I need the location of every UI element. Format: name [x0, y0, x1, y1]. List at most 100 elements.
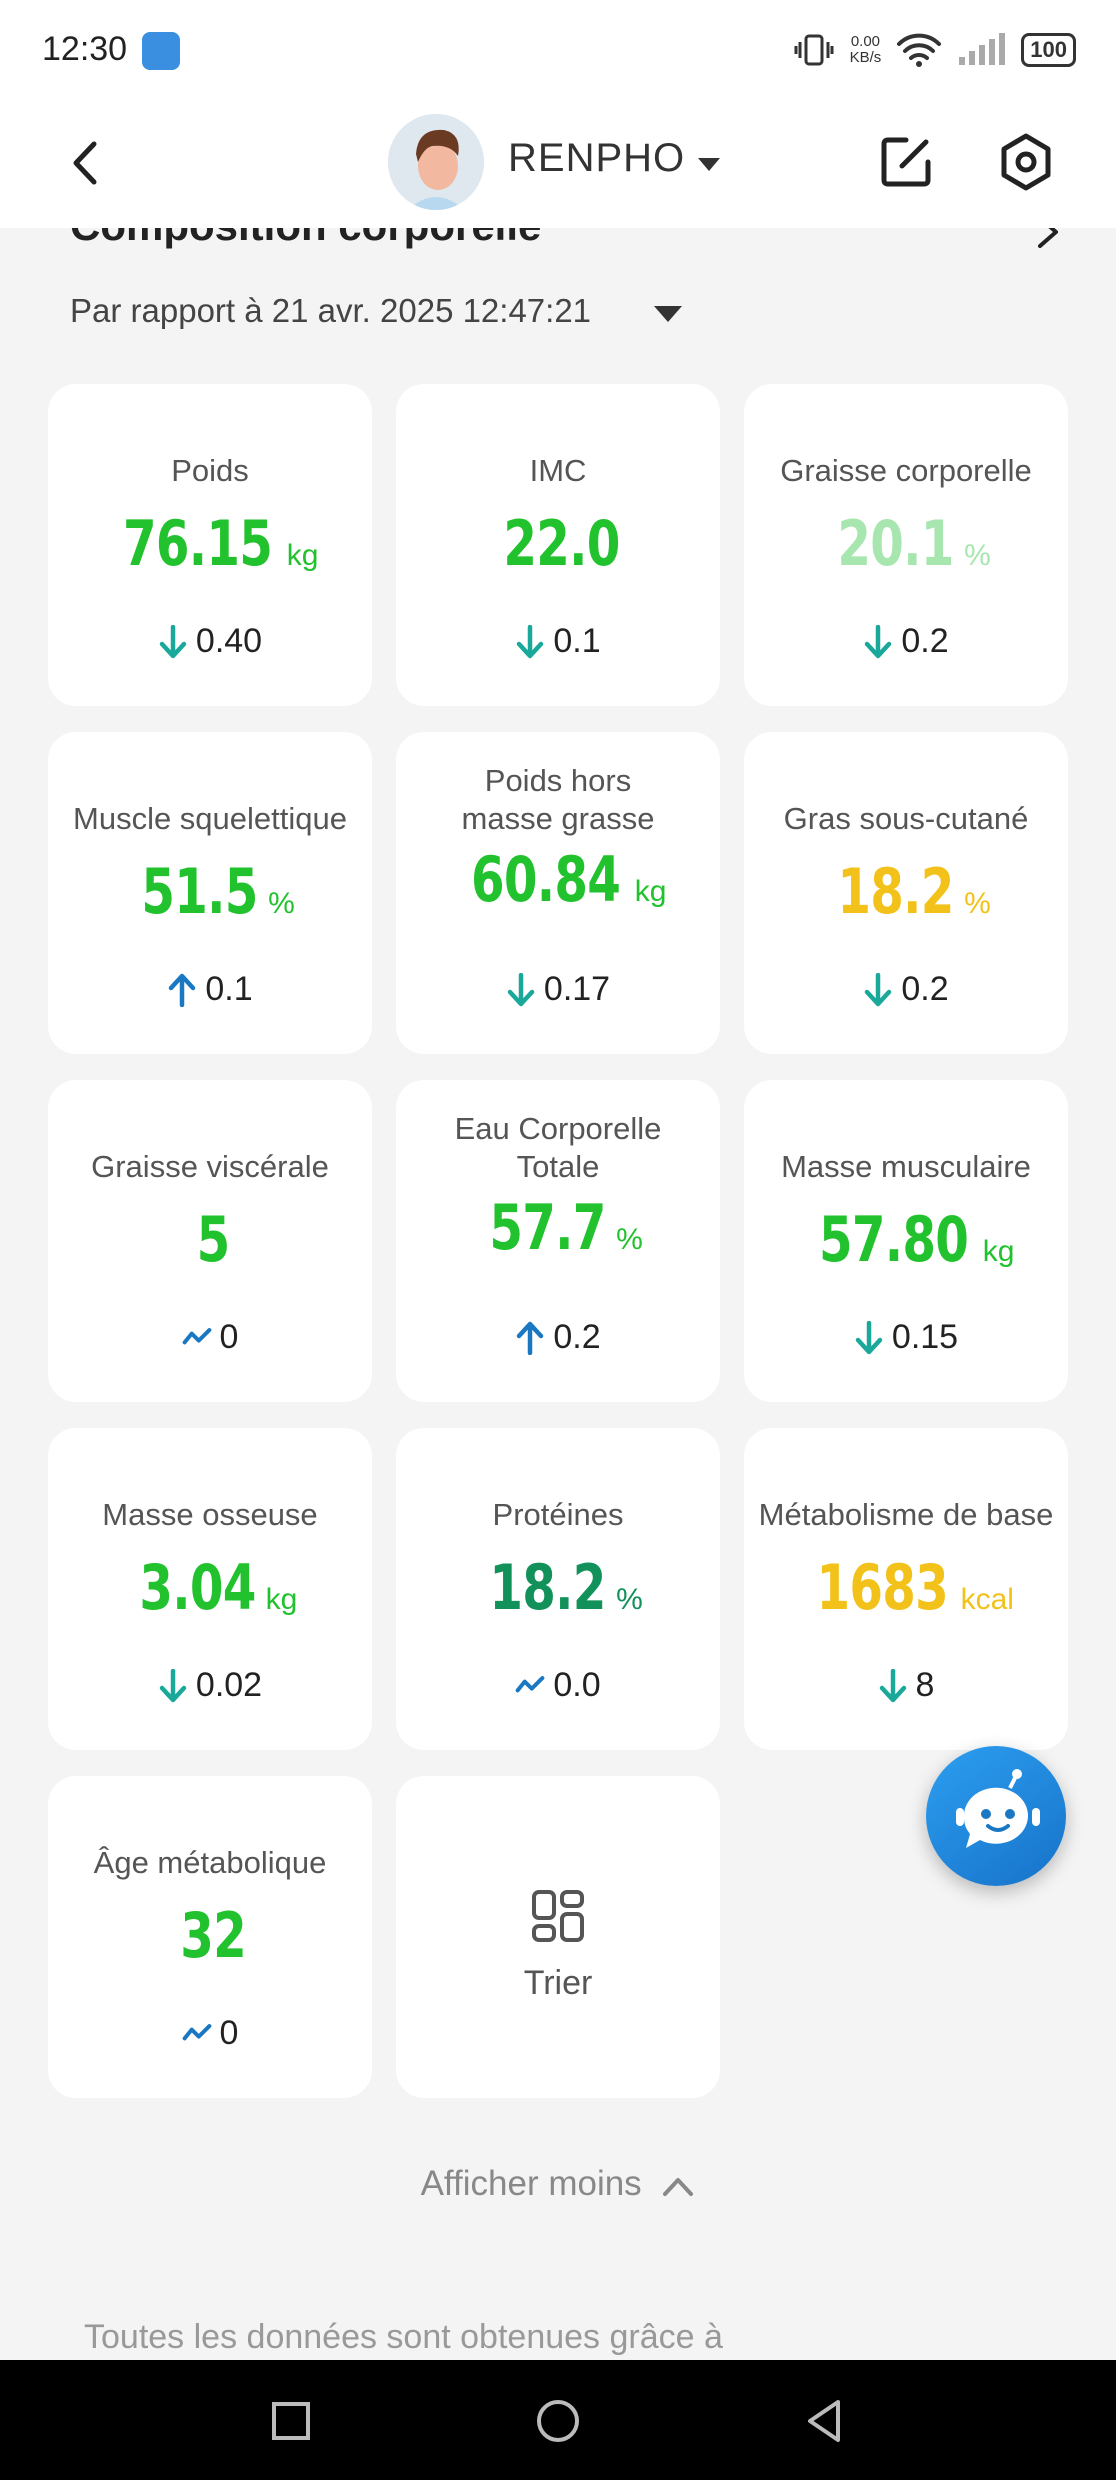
metric-value: 60.84 — [470, 843, 621, 916]
metric-change: 8 — [744, 1666, 1068, 1712]
metric-label: Protéines — [492, 1497, 624, 1532]
metric-change-value: 0.1 — [553, 622, 601, 660]
show-less-button[interactable]: Afficher moins — [0, 2164, 1116, 2204]
metric-label: Muscle squelettique — [73, 801, 347, 836]
metric-unit: kcal — [960, 1583, 1014, 1616]
wifi-icon — [897, 33, 942, 67]
metric-change: 0 — [48, 2014, 372, 2060]
arrow-up-icon — [517, 1321, 544, 1355]
metric-card[interactable]: Âge métabolique 32 0 — [48, 1776, 372, 2098]
metric-label: IMC — [529, 453, 587, 488]
metric-value: 5 — [196, 1203, 231, 1276]
metric-value: 51.5 — [141, 855, 259, 928]
avatar[interactable] — [388, 114, 484, 210]
metric-label: Graisse viscérale — [91, 1149, 329, 1184]
metric-change-value: 0.2 — [901, 622, 949, 660]
metric-label: Poids hors masse grasse — [461, 763, 655, 836]
settings-icon[interactable] — [996, 132, 1056, 192]
metric-card[interactable]: Masse osseuse 3.04 kg 0.02 — [48, 1428, 372, 1750]
metric-change-value: 0.0 — [553, 1666, 601, 1704]
arrow-down-icon — [879, 1668, 906, 1702]
metric-change-value: 0.2 — [901, 970, 949, 1008]
metric-value: 18.2 — [489, 1551, 607, 1624]
metric-value-row: 57.80 kg — [744, 1202, 1068, 1295]
comparison-dropdown-icon[interactable] — [654, 306, 682, 322]
metric-value-row: 18.2% — [744, 854, 1068, 947]
recents-button[interactable] — [266, 2396, 316, 2446]
metric-value: 20.1 — [837, 507, 955, 580]
arrow-down-icon — [865, 624, 892, 658]
metric-card[interactable]: Graisse viscérale 5 0 — [48, 1080, 372, 1402]
status-bar: 12:30 0.00 KB/s 100 — [0, 0, 1116, 100]
show-less-label: Afficher moins — [420, 2164, 642, 2203]
metric-unit: kg — [634, 875, 667, 908]
assistant-button[interactable] — [926, 1746, 1066, 1886]
profile-dropdown-icon[interactable] — [698, 158, 720, 171]
metric-unit: kg — [286, 539, 319, 572]
metric-value: 57.7 — [489, 1191, 607, 1264]
metric-unit: kg — [265, 1583, 298, 1616]
comparison-date[interactable]: Par rapport à 21 avr. 2025 12:47:21 — [70, 292, 592, 329]
metric-card[interactable]: Masse musculaire 57.80 kg 0.15 — [744, 1080, 1068, 1402]
avatar-illustration — [388, 114, 484, 210]
metric-change: 0.17 — [396, 970, 720, 1016]
metric-change: 0.1 — [396, 622, 720, 668]
footer-note: Toutes les données sont obtenues grâce à — [84, 2318, 723, 2356]
metric-value-row: 51.5% — [48, 854, 372, 947]
arrow-down-icon — [507, 972, 535, 1006]
metric-unit: % — [268, 887, 295, 920]
metric-label: Eau Corporelle Totale — [454, 1111, 662, 1184]
metric-change-value: 8 — [915, 1666, 935, 1704]
net-speed-value: 0.00 — [850, 33, 881, 50]
metric-value-row: 76.15 kg — [48, 506, 372, 599]
metric-change-value: 0.02 — [195, 1666, 263, 1704]
metric-label: Masse osseuse — [102, 1497, 318, 1532]
metric-change-value: 0.1 — [205, 970, 253, 1008]
home-button[interactable] — [533, 2396, 583, 2446]
app-header: RENPHO — [0, 100, 1116, 228]
metric-change: 0.2 — [744, 622, 1068, 668]
back-button[interactable] — [62, 138, 112, 188]
metric-value-row: 18.2% — [396, 1550, 720, 1643]
app-notification-icon — [142, 32, 180, 70]
metric-value-row: 22.0 — [396, 506, 720, 599]
trend-flat-icon — [182, 2023, 211, 2040]
metric-card[interactable]: Poids hors masse grasse 60.84 kg 0.17 — [396, 732, 720, 1054]
metric-value-row: 3.04 kg — [48, 1550, 372, 1643]
arrow-down-icon — [159, 624, 187, 658]
metric-label: Âge métabolique — [93, 1845, 327, 1880]
back-nav-button[interactable] — [800, 2396, 850, 2446]
signal-icon — [959, 33, 1006, 65]
profile-name[interactable]: RENPHO — [508, 136, 686, 180]
metric-unit: % — [964, 539, 991, 572]
sort-card[interactable]: Trier — [396, 1776, 720, 2098]
net-speed: 0.00 KB/s — [850, 34, 882, 66]
metric-card[interactable]: Eau Corporelle Totale 57.7% 0.2 — [396, 1080, 720, 1402]
system-nav-bar — [0, 2360, 1116, 2480]
metric-label: Masse musculaire — [781, 1149, 1031, 1184]
metric-label: Métabolisme de base — [758, 1497, 1054, 1532]
metric-change: 0 — [48, 1318, 372, 1364]
edit-icon[interactable] — [876, 132, 936, 192]
arrow-down-icon — [159, 1668, 187, 1702]
metric-card[interactable]: Protéines 18.2% 0.0 — [396, 1428, 720, 1750]
metric-unit: % — [616, 1223, 643, 1256]
metric-change: 0.2 — [744, 970, 1068, 1016]
metric-value: 76.15 — [122, 507, 273, 580]
metric-card[interactable]: Graisse corporelle 20.1% 0.2 — [744, 384, 1068, 706]
metric-card[interactable]: IMC 22.0 0.1 — [396, 384, 720, 706]
metric-label: Poids — [171, 453, 249, 488]
status-time: 12:30 — [42, 30, 128, 68]
arrow-down-icon — [865, 972, 892, 1006]
metric-card[interactable]: Poids 76.15 kg 0.40 — [48, 384, 372, 706]
grid-sort-icon — [532, 1890, 584, 1942]
metric-label: Graisse corporelle — [780, 453, 1032, 488]
metric-card[interactable]: Muscle squelettique 51.5% 0.1 — [48, 732, 372, 1054]
trend-flat-icon — [516, 1675, 545, 1692]
battery-indicator: 100 — [1021, 33, 1076, 67]
metric-value: 57.80 — [818, 1203, 969, 1276]
metric-card[interactable]: Gras sous-cutané 18.2% 0.2 — [744, 732, 1068, 1054]
metric-change: 0.0 — [396, 1666, 720, 1712]
metric-card[interactable]: Métabolisme de base 1683 kcal 8 — [744, 1428, 1068, 1750]
metric-unit: % — [964, 887, 991, 920]
